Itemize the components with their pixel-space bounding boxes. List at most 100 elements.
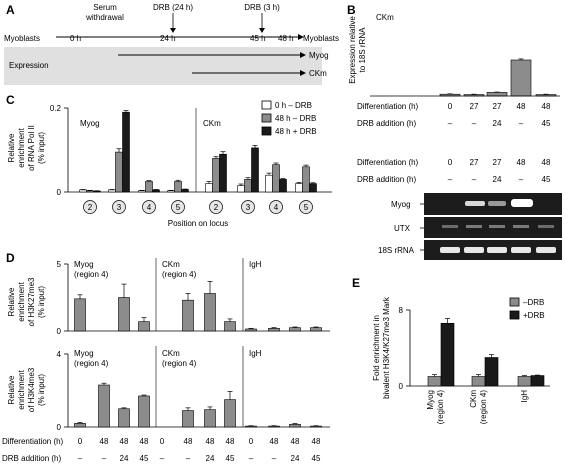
legend-swatch-plus-drb xyxy=(509,310,520,320)
panel-e-bar xyxy=(471,376,486,387)
position-marker xyxy=(83,200,97,214)
position-marker xyxy=(269,200,283,214)
panel-d-bottom-bar xyxy=(245,425,257,428)
panel-d-bottom-bar xyxy=(74,423,86,428)
legend-swatch-0h-minus xyxy=(261,100,272,110)
panel-b-gel-drb-value: – xyxy=(519,175,524,184)
expression-band xyxy=(4,47,322,85)
panel-d-top-bar xyxy=(310,327,322,332)
panel-d-top-bar xyxy=(74,298,86,332)
panel-d-top-bar xyxy=(138,321,150,332)
panel-b-gel-diff-value: 27 xyxy=(493,158,502,167)
time-0-label: 0 h xyxy=(70,34,81,43)
gel-image xyxy=(424,193,562,260)
panel-d-drb-value: 24 xyxy=(206,454,215,463)
panel-c-xlabel: Position on locus xyxy=(168,219,228,228)
panel-d-top-ylabel-4: (% input) xyxy=(37,286,46,318)
panel-d-diff-value: 48 xyxy=(291,437,300,446)
panel-e-bar xyxy=(440,322,455,387)
panel-c-ylabel-4: (% input) xyxy=(37,132,46,164)
drb24-arrowhead-icon xyxy=(170,28,176,33)
panel-e-cat-igh: IgH xyxy=(520,390,529,403)
position-label: 4 xyxy=(147,203,152,212)
panel-b-row-drb: DRB addition (h) xyxy=(357,119,416,128)
panel-d-bottom-bar xyxy=(98,384,110,428)
panel-d-top-bar xyxy=(224,321,236,332)
panel-d-top-ylabel-2: enrichment xyxy=(17,281,26,321)
panel-e-tick-label-zero: 0 xyxy=(399,382,404,391)
panel-d-row-differentiation: Differentiation (h) xyxy=(2,437,64,446)
panel-d-drb-value: – xyxy=(272,454,277,463)
panel-c-bars xyxy=(79,110,317,193)
panel-b-gel-diff-value: 48 xyxy=(542,158,551,167)
panel-d-bottom-title-myog-region: (region 4) xyxy=(74,359,109,368)
panel-c-bar xyxy=(302,166,310,193)
panel-c-bar xyxy=(244,179,252,193)
panel-b-gel-drb-values: – – 24 – 45 xyxy=(448,175,551,184)
position-marker xyxy=(241,200,255,214)
panel-d-top-bar xyxy=(245,328,257,332)
panel-d-bottom-ylabel-2: enrichment xyxy=(17,369,26,409)
panel-c-tick-label-bottom: 0 xyxy=(57,188,62,197)
panel-c-bar xyxy=(279,179,287,193)
position-marker xyxy=(142,200,156,214)
panel-c-bar xyxy=(181,189,189,193)
drb3-arrowhead-icon xyxy=(259,28,265,33)
panel-c-bar xyxy=(79,189,87,193)
time-24-label: 24 h xyxy=(160,34,176,43)
position-marker xyxy=(171,200,185,214)
panel-b-bars xyxy=(439,58,557,97)
panel-b-diff-value: 27 xyxy=(493,102,502,111)
gel-band-utx-0 xyxy=(442,225,458,228)
panel-b-row-differentiation: Differentiation (h) xyxy=(357,102,419,111)
panel-c-bar xyxy=(152,189,160,193)
panel-d-bottom-ylabel-1: Relative xyxy=(7,375,16,404)
position-label: 4 xyxy=(274,203,279,212)
panel-b-ylabel-2: to 18S rRNA xyxy=(358,27,367,73)
gel-band-18s-27-24 xyxy=(487,247,507,253)
panel-d-diff-value: 48 xyxy=(120,437,129,446)
expression-label: Expression xyxy=(9,61,49,70)
serum-label: Serum xyxy=(93,3,117,12)
panel-b: B CKm Expression relative to 18S rRNA Di… xyxy=(347,3,562,260)
panel-c-bar xyxy=(174,181,182,193)
gel-band-myog-27 xyxy=(465,201,485,206)
panel-e-bar xyxy=(530,375,545,387)
panel-b-diff-value: 27 xyxy=(470,102,479,111)
legend-label-plus-drb: +DRB xyxy=(523,311,545,320)
panel-c-ylabel-3: of RNA Pol II xyxy=(27,125,36,171)
panel-b-drb-value: – xyxy=(519,119,524,128)
panel-c-bar xyxy=(108,189,116,193)
panel-d-drb-value: – xyxy=(102,454,107,463)
position-marker xyxy=(112,200,126,214)
panel-e: E Fold enrichment in bivalent H3K4/K27me… xyxy=(352,276,550,424)
panel-c-bar xyxy=(309,183,317,193)
panel-d-bottom-title-ckm-region: (region 4) xyxy=(162,359,197,368)
panel-c-tick-label-top: 0.2 xyxy=(50,104,62,113)
panel-d-drb-value: 45 xyxy=(312,454,321,463)
panel-c-bar xyxy=(93,190,101,193)
panel-d-bottom-bar xyxy=(268,425,280,428)
panel-b-drb-value: 24 xyxy=(493,119,502,128)
panel-b-diff-value: 48 xyxy=(542,102,551,111)
panel-d-drb-value: 45 xyxy=(140,454,149,463)
panel-d-diff-value: 48 xyxy=(100,437,109,446)
panel-b-gel-diff-value: 27 xyxy=(470,158,479,167)
gel-band-utx-27-24 xyxy=(489,225,505,228)
panel-d-top-title-igh: IgH xyxy=(249,260,262,269)
withdrawal-label: withdrawal xyxy=(85,13,124,22)
position-label: 3 xyxy=(117,203,122,212)
panel-b-gel-diff-values: 0 27 27 48 48 xyxy=(448,158,551,167)
panel-d-bottom-ylabel-4: (% input) xyxy=(37,374,46,406)
panel-e-bar xyxy=(517,376,532,387)
panel-e-cat-ckm: CKm xyxy=(469,390,478,408)
panel-d-bottom-bar xyxy=(310,425,322,428)
panel-c-bar xyxy=(295,183,303,193)
position-label: 3 xyxy=(246,203,251,212)
panel-d-top-ylabel-1: Relative xyxy=(7,287,16,316)
gel-band-18s-48 xyxy=(511,247,531,253)
panel-d-top-bar xyxy=(289,327,301,332)
gel-band-18s-0 xyxy=(440,247,460,253)
panel-d-drb-value: 24 xyxy=(291,454,300,463)
position-label: 5 xyxy=(176,203,181,212)
